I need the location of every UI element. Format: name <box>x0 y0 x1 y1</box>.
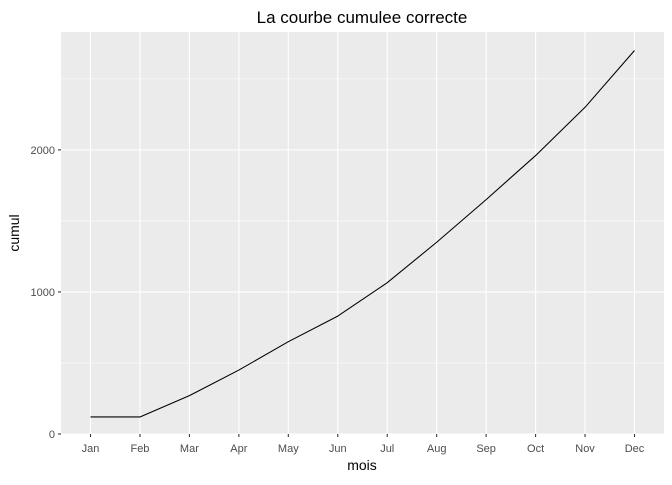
x-tick-label: Jun <box>329 443 347 455</box>
grid-lines <box>61 32 664 435</box>
y-tick-label: 2000 <box>31 145 55 157</box>
chart-title: La courbe cumulee correcte <box>257 8 468 27</box>
axes: 0 1000 2000 Jan Feb Mar Apr May Jun Jul Aug Sep Oct N… <box>31 145 645 455</box>
x-tick-label: Nov <box>575 443 595 455</box>
x-tick-label: Jan <box>82 443 100 455</box>
y-tick-label: 0 <box>49 429 55 441</box>
series-layer <box>90 50 635 418</box>
x-tick-label: Jul <box>380 443 394 455</box>
plot-panel <box>61 32 664 434</box>
x-tick-label: Dec <box>625 443 645 455</box>
x-tick-label: Sep <box>476 443 496 455</box>
series-line <box>90 50 635 418</box>
x-tick-label: Aug <box>427 443 447 455</box>
x-axis-title: mois <box>347 457 377 473</box>
x-tick-label: May <box>278 443 299 455</box>
x-tick-label: Feb <box>130 443 149 455</box>
y-axis-title: cumul <box>6 214 22 251</box>
x-tick-label: Oct <box>527 443 544 455</box>
x-tick-label: Mar <box>180 443 199 455</box>
x-tick-label: Apr <box>230 443 247 455</box>
y-tick-label: 1000 <box>31 287 55 299</box>
